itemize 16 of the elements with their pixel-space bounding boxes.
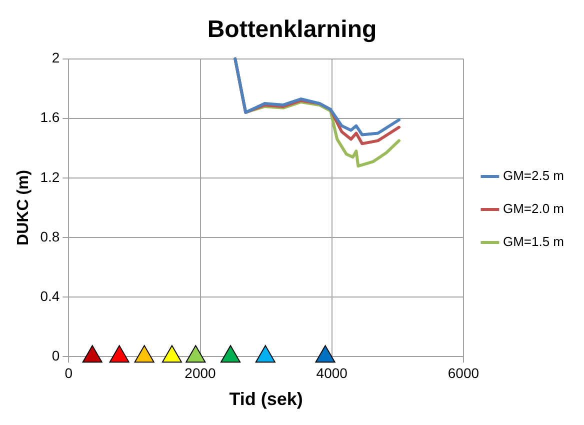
x-tick-label: 6000: [448, 364, 480, 381]
legend-label: GM=1.5 m: [502, 234, 564, 250]
y-axis-title: DUKC (m): [15, 170, 32, 246]
x-tick-label: 2000: [184, 364, 216, 381]
x-axis-title: Tid (sek): [229, 389, 303, 410]
chart-title: Bottenklarning: [207, 16, 377, 44]
y-tick-label: 0: [52, 347, 60, 364]
y-tick-label: 0.4: [40, 288, 60, 304]
legend-label: GM=2.0 m: [502, 201, 564, 216]
y-tick-label: 2: [52, 50, 60, 66]
x-tick-label: 4000: [316, 364, 348, 381]
x-tick-label: 0: [64, 364, 73, 381]
legend-label: GM=2.5 m: [502, 168, 564, 184]
y-tick-label: 0.8: [40, 228, 60, 244]
y-tick-label: 1.2: [40, 168, 60, 185]
y-tick-label: 1.6: [40, 109, 60, 126]
